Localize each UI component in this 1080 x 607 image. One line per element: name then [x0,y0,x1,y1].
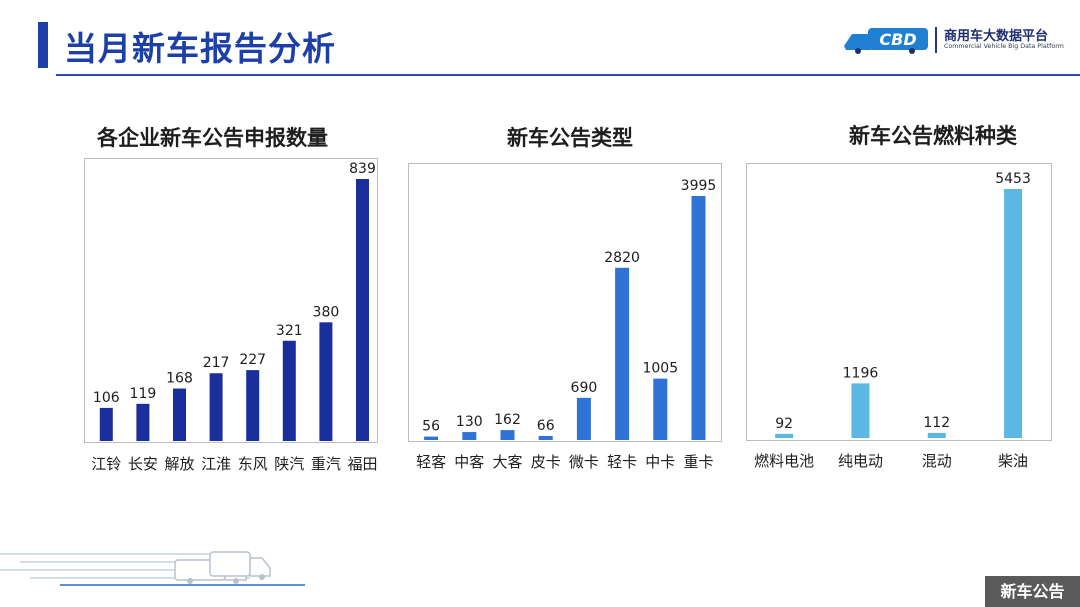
title-accent-bar [38,22,48,68]
value-label-enterprise-4: 227 [239,352,266,368]
bar-enterprise-2 [173,388,186,441]
bar-enterprise-0 [99,407,113,441]
header-divider [56,74,1080,76]
category-label-enterprise-3: 江淮 [201,455,231,473]
category-label-type-6: 中卡 [645,453,675,471]
logo-mark-text: CBD [879,30,916,49]
bar-fuel-3 [1004,189,1023,438]
value-label-fuel-0: 92 [775,416,793,432]
bar-fuel-1 [851,383,870,438]
value-label-type-5: 2820 [604,250,640,266]
bar-fuel-0 [775,433,794,438]
bar-type-1 [462,432,477,440]
bar-type-6 [653,378,668,440]
chart-title-type: 新车公告类型 [507,126,633,150]
category-label-enterprise-0: 江铃 [91,455,121,473]
page-title: 当月新车报告分析 [64,29,336,68]
category-label-fuel-3: 柴油 [998,452,1028,470]
bar-enterprise-5 [282,340,296,441]
bar-enterprise-3 [209,373,223,441]
category-label-type-5: 轻卡 [607,453,637,471]
category-label-type-3: 皮卡 [531,453,561,471]
category-label-enterprise-2: 解放 [164,455,194,473]
logo-separator [935,27,937,53]
value-label-type-2: 162 [494,412,521,428]
value-label-enterprise-2: 168 [166,371,193,387]
bar-type-7 [691,196,706,440]
category-label-fuel-1: 纯电动 [838,452,883,470]
category-label-enterprise-6: 重汽 [311,455,341,473]
value-label-enterprise-6: 380 [313,304,340,320]
bar-type-2 [500,430,515,440]
chart-panel-enterprise [84,158,378,443]
value-label-enterprise-1: 119 [130,386,157,402]
logo-truck-icon: CBD [844,28,928,54]
bar-enterprise-4 [246,370,260,441]
value-label-enterprise-3: 217 [203,355,230,371]
section-tag: 新车公告 [985,576,1080,607]
category-label-enterprise-7: 福田 [347,455,377,473]
chart-title-fuel: 新车公告燃料种类 [849,124,1017,148]
category-label-type-1: 中客 [454,453,484,471]
logo-name-en: Commercial Vehicle Big Data Platform [944,43,1064,50]
value-label-fuel-3: 5453 [995,171,1031,187]
category-label-fuel-0: 燃料电池 [754,452,814,470]
bar-type-5 [615,267,630,440]
value-label-type-4: 690 [571,380,598,396]
bar-type-0 [424,436,439,440]
bar-fuel-2 [927,432,946,438]
chart-panel-fuel [746,163,1052,441]
value-label-enterprise-0: 106 [93,390,120,406]
bar-enterprise-7 [356,179,369,441]
category-label-enterprise-1: 长安 [128,455,158,473]
chart-title-enterprise: 各企业新车公告申报数量 [97,126,328,150]
logo-name-cn: 商用车大数据平台 [944,29,1049,44]
value-label-type-7: 3995 [681,178,717,194]
value-label-fuel-2: 112 [923,415,950,431]
value-label-type-0: 56 [422,419,440,435]
trucks-decoration-icon [0,551,305,586]
chart-panel-type [408,163,722,442]
category-label-type-2: 大客 [492,453,522,471]
value-label-enterprise-7: 839 [349,161,376,177]
category-label-type-0: 轻客 [416,453,446,471]
value-label-enterprise-5: 321 [276,323,303,339]
value-label-type-3: 66 [537,418,555,434]
bar-enterprise-6 [319,322,333,441]
value-label-type-6: 1005 [642,361,678,377]
header: 当月新车报告分析 CBD 商用车大数据平台 Commercial Vehicle… [0,0,1080,80]
category-label-type-7: 重卡 [683,453,713,471]
category-label-enterprise-5: 陕汽 [274,455,304,473]
category-label-type-4: 微卡 [569,453,599,471]
bar-type-4 [576,397,591,440]
bar-type-3 [538,435,553,440]
value-label-fuel-1: 1196 [843,365,879,381]
value-label-type-1: 130 [456,414,483,430]
category-label-enterprise-4: 东风 [238,455,268,473]
bar-enterprise-1 [136,403,150,441]
platform-logo: CBD 商用车大数据平台 Commercial Vehicle Big Data… [842,24,1072,58]
category-label-fuel-2: 混动 [922,452,952,470]
